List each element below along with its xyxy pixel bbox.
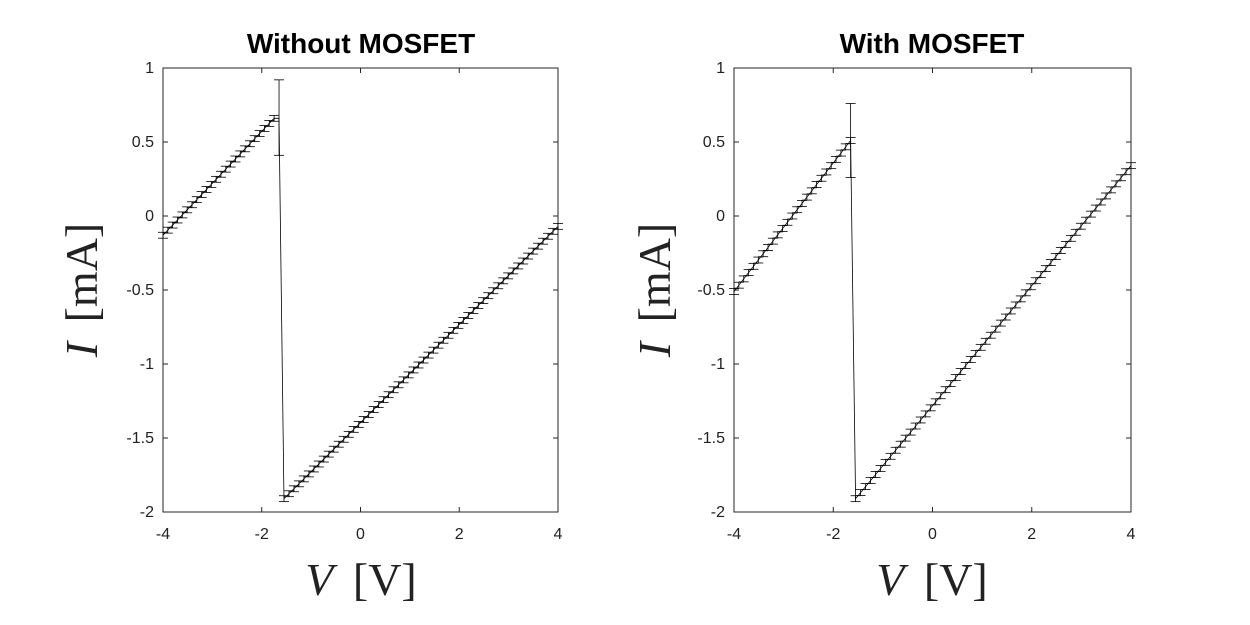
y-tick-label: 1 [145, 60, 154, 77]
spike-error-bar [274, 79, 285, 156]
x-tick-label: 2 [1027, 526, 1036, 543]
x-tick-label: 2 [455, 526, 464, 543]
y-tick-label: -1 [140, 356, 154, 373]
plot-area [162, 67, 559, 513]
y-axis-label-var: I [56, 339, 107, 358]
chart-panel-without-mosfet: Without MOSFET 10.50-0.5-1-1.5-2 -4 -2 0 2 4… [56, 28, 563, 605]
x-ticks: -4 -2 0 2 4 [156, 68, 563, 543]
data-series [158, 79, 563, 503]
y-tick-label: 0 [145, 208, 154, 225]
y-tick-label: -1 [711, 356, 725, 373]
y-tick-label: 1 [716, 60, 725, 77]
error-bar [553, 222, 563, 230]
y-tick-label: 0.5 [703, 134, 725, 151]
y-tick-label: -1.5 [697, 430, 725, 447]
x-tick-label: -4 [727, 526, 741, 543]
svg-text:I [mA]: I [mA] [629, 223, 680, 358]
x-ticks: -4 -2 0 2 4 [727, 68, 1136, 543]
y-tick-label: -1.5 [126, 430, 154, 447]
y-tick-label: -0.5 [126, 282, 154, 299]
error-bar [1126, 162, 1136, 170]
y-ticks: 1 0.5 0 -0.5 -1 -1.5 -2 [126, 60, 558, 521]
chart-title: Without MOSFET [247, 28, 475, 59]
y-axis-label: I [mA] [56, 223, 107, 358]
x-tick-label: 4 [1127, 526, 1136, 543]
y-axis-label: I [mA] [629, 223, 680, 358]
y-axis-label-var: I [629, 339, 680, 358]
y-axis-label-unit: [mA] [629, 223, 680, 323]
x-tick-label: 0 [356, 526, 365, 543]
x-tick-label: -4 [156, 526, 170, 543]
spike-error-bar [845, 103, 856, 178]
y-axis-label-unit: [mA] [56, 223, 107, 323]
x-tick-label: -2 [826, 526, 840, 543]
y-tick-label: 0 [716, 208, 725, 225]
error-bar [269, 114, 280, 122]
y-ticks: 1 0.5 0 -0.5 -1 -1.5 -2 [697, 60, 1131, 521]
x-axis-label-unit: [V] [924, 554, 988, 605]
y-tick-label: -0.5 [697, 282, 725, 299]
x-tick-label: -2 [255, 526, 269, 543]
svg-text:V [V]: V [V] [305, 554, 416, 605]
x-axis-label: V [V] [305, 554, 416, 605]
x-tick-label: 0 [928, 526, 937, 543]
svg-text:V [V]: V [V] [876, 554, 987, 605]
svg-text:I [mA]: I [mA] [56, 223, 107, 358]
x-axis-label: V [V] [876, 554, 987, 605]
x-tick-label: 4 [554, 526, 563, 543]
x-axis-label-unit: [V] [353, 554, 417, 605]
chart-panel-with-mosfet: With MOSFET 10.50-0.5-1-1.5-2 -4 -2 0 2 4 V … [629, 28, 1136, 605]
y-tick-label: -2 [711, 504, 725, 521]
data-series [729, 103, 1136, 503]
y-tick-label: 0.5 [132, 134, 154, 151]
x-axis-label-var: V [876, 554, 909, 605]
chart-title: With MOSFET [840, 28, 1025, 59]
plot-area [733, 67, 1132, 513]
x-axis-label-var: V [305, 554, 338, 605]
y-tick-label: -2 [140, 504, 154, 521]
